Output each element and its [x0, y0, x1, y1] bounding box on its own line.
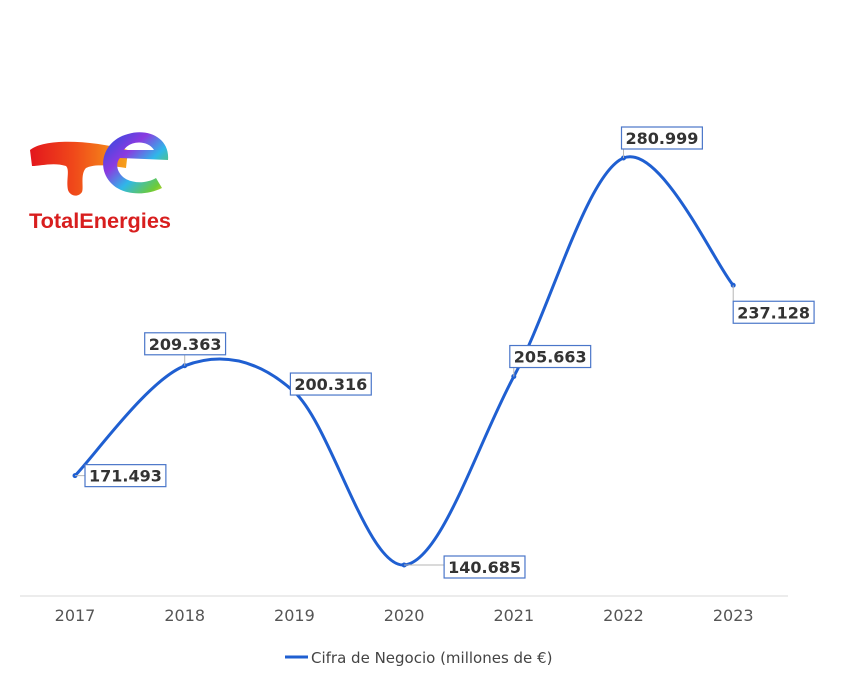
x-tick-label-2020: 2020: [384, 606, 425, 625]
logo-wordmark: TotalEnergies: [29, 210, 171, 233]
data-label-text-2018: 209.363: [149, 335, 222, 354]
data-label-box-2020: [443, 555, 526, 579]
data-label-box-2018: [144, 332, 227, 356]
data-label-text-2023: 237.128: [737, 303, 810, 322]
x-axis-ticks: 2017 2018 2019 2020 2021 2022 2023: [55, 606, 754, 625]
data-labels: 171.493 209.363 200.316 140.685 205.663 280.9…: [75, 126, 815, 579]
legend: Cifra de Negocio (millones de €): [285, 649, 552, 667]
data-label-box-2023: [732, 300, 815, 324]
series-layer: [72, 155, 736, 568]
x-tick-label-2018: 2018: [164, 606, 205, 625]
x-tick-label-2023: 2023: [713, 606, 754, 625]
data-label-text-2020: 140.685: [448, 558, 521, 577]
data-label-2023: 237.128: [732, 300, 815, 324]
data-label-box-2019: [289, 372, 372, 396]
series-line: [73, 155, 735, 567]
logo-t-shape: [30, 141, 128, 196]
data-label-text-2017: 171.493: [89, 467, 162, 486]
data-label-box-2022: [620, 126, 703, 150]
data-label-text-2021: 205.663: [514, 348, 587, 367]
data-label-2020: 140.685: [443, 555, 526, 579]
totalenergies-logo: TotalEnergies: [29, 132, 171, 233]
data-label-box-2021: [509, 344, 592, 369]
x-tick-label-2021: 2021: [493, 606, 534, 625]
x-tick-label-2019: 2019: [274, 606, 315, 625]
logo-e-shape: [103, 132, 169, 194]
data-label-2022: 280.999: [620, 126, 703, 150]
data-label-2017: 171.493: [84, 464, 167, 488]
x-tick-label-2017: 2017: [55, 606, 96, 625]
data-label-text-2019: 200.316: [294, 375, 367, 394]
data-label-text-2022: 280.999: [626, 129, 699, 148]
data-label-2019: 200.316: [289, 372, 372, 396]
data-label-box-2017: [84, 464, 167, 488]
data-label-2018: 209.363: [144, 332, 227, 356]
legend-label: Cifra de Negocio (millones de €): [311, 649, 552, 667]
x-tick-label-2022: 2022: [603, 606, 644, 625]
data-label-2021: 205.663: [509, 344, 592, 369]
